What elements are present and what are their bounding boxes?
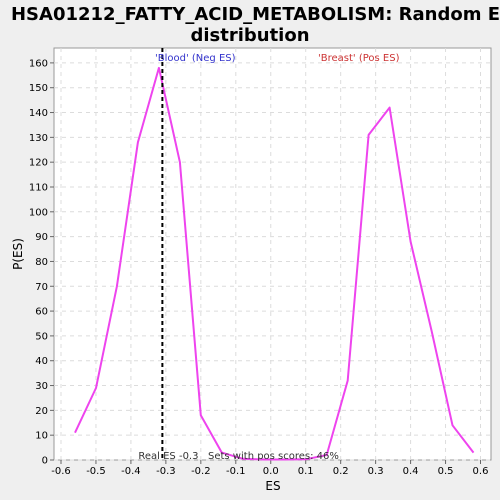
series-layer <box>74 66 475 461</box>
y-tick-label: 70 <box>35 282 48 293</box>
y-tick-label: 60 <box>35 307 48 318</box>
y-tick-label: 90 <box>35 232 48 243</box>
y-tick-label: 30 <box>35 381 48 392</box>
neg-es-annotation: 'Blood' (Neg ES) <box>155 53 236 64</box>
x-tick-label: -0.4 <box>121 466 141 477</box>
x-tick-label: -0.6 <box>51 466 71 477</box>
y-tick-label: 0 <box>42 456 48 467</box>
x-tick-label: 0.0 <box>263 466 279 477</box>
y-tick-label: 20 <box>35 406 48 417</box>
x-tick-label: 0.3 <box>368 466 384 477</box>
chart-title-line1: HSA01212_FATTY_ACID_METABOLISM: Random E… <box>11 4 500 25</box>
x-tick-label: 0.5 <box>438 466 454 477</box>
plot-area <box>53 47 492 461</box>
pos-scores-annotation: Sets with pos scores: 46% <box>208 451 339 462</box>
x-tick-label: 0.4 <box>403 466 419 477</box>
chart-title-line2: distribution <box>190 25 309 46</box>
es-distribution-line <box>74 66 475 461</box>
y-tick-label: 110 <box>29 182 48 193</box>
x-tick-label: 0.1 <box>298 466 314 477</box>
x-tick-label: 0.6 <box>473 466 489 477</box>
real-es-layer: Real ES -0.3 <box>138 48 198 462</box>
y-tick-label: 120 <box>29 158 48 169</box>
x-tick-label: 0.2 <box>333 466 349 477</box>
y-tick-label: 80 <box>35 257 48 268</box>
y-tick-label: 150 <box>29 83 48 94</box>
pos-es-annotation: 'Breast' (Pos ES) <box>318 53 400 64</box>
x-axis-label: ES <box>265 479 280 493</box>
x-tick-labels: -0.6 -0.5 -0.4 -0.3 -0.2 -0.1 0.0 0.1 0.2 0.3 0.4 0… <box>51 466 488 477</box>
x-tick-label: -0.5 <box>86 466 106 477</box>
axes <box>50 62 482 464</box>
y-axis-label: P(ES) <box>11 238 25 270</box>
x-tick-label: -0.1 <box>226 466 246 477</box>
x-tick-label: -0.3 <box>156 466 176 477</box>
y-tick-label: 50 <box>35 331 48 342</box>
x-tick-label: -0.2 <box>191 466 211 477</box>
grid-lines <box>54 48 491 461</box>
y-tick-label: 10 <box>35 431 48 442</box>
y-tick-label: 40 <box>35 356 48 367</box>
y-tick-label: 160 <box>29 58 48 69</box>
y-tick-label: 140 <box>29 108 48 119</box>
real-es-label: Real ES -0.3 <box>138 451 198 462</box>
y-tick-label: 130 <box>29 133 48 144</box>
y-tick-label: 100 <box>29 207 48 218</box>
y-tick-labels: 0 10 20 30 40 50 60 70 80 90 100 110 120 130 140 150 160 <box>29 58 48 466</box>
